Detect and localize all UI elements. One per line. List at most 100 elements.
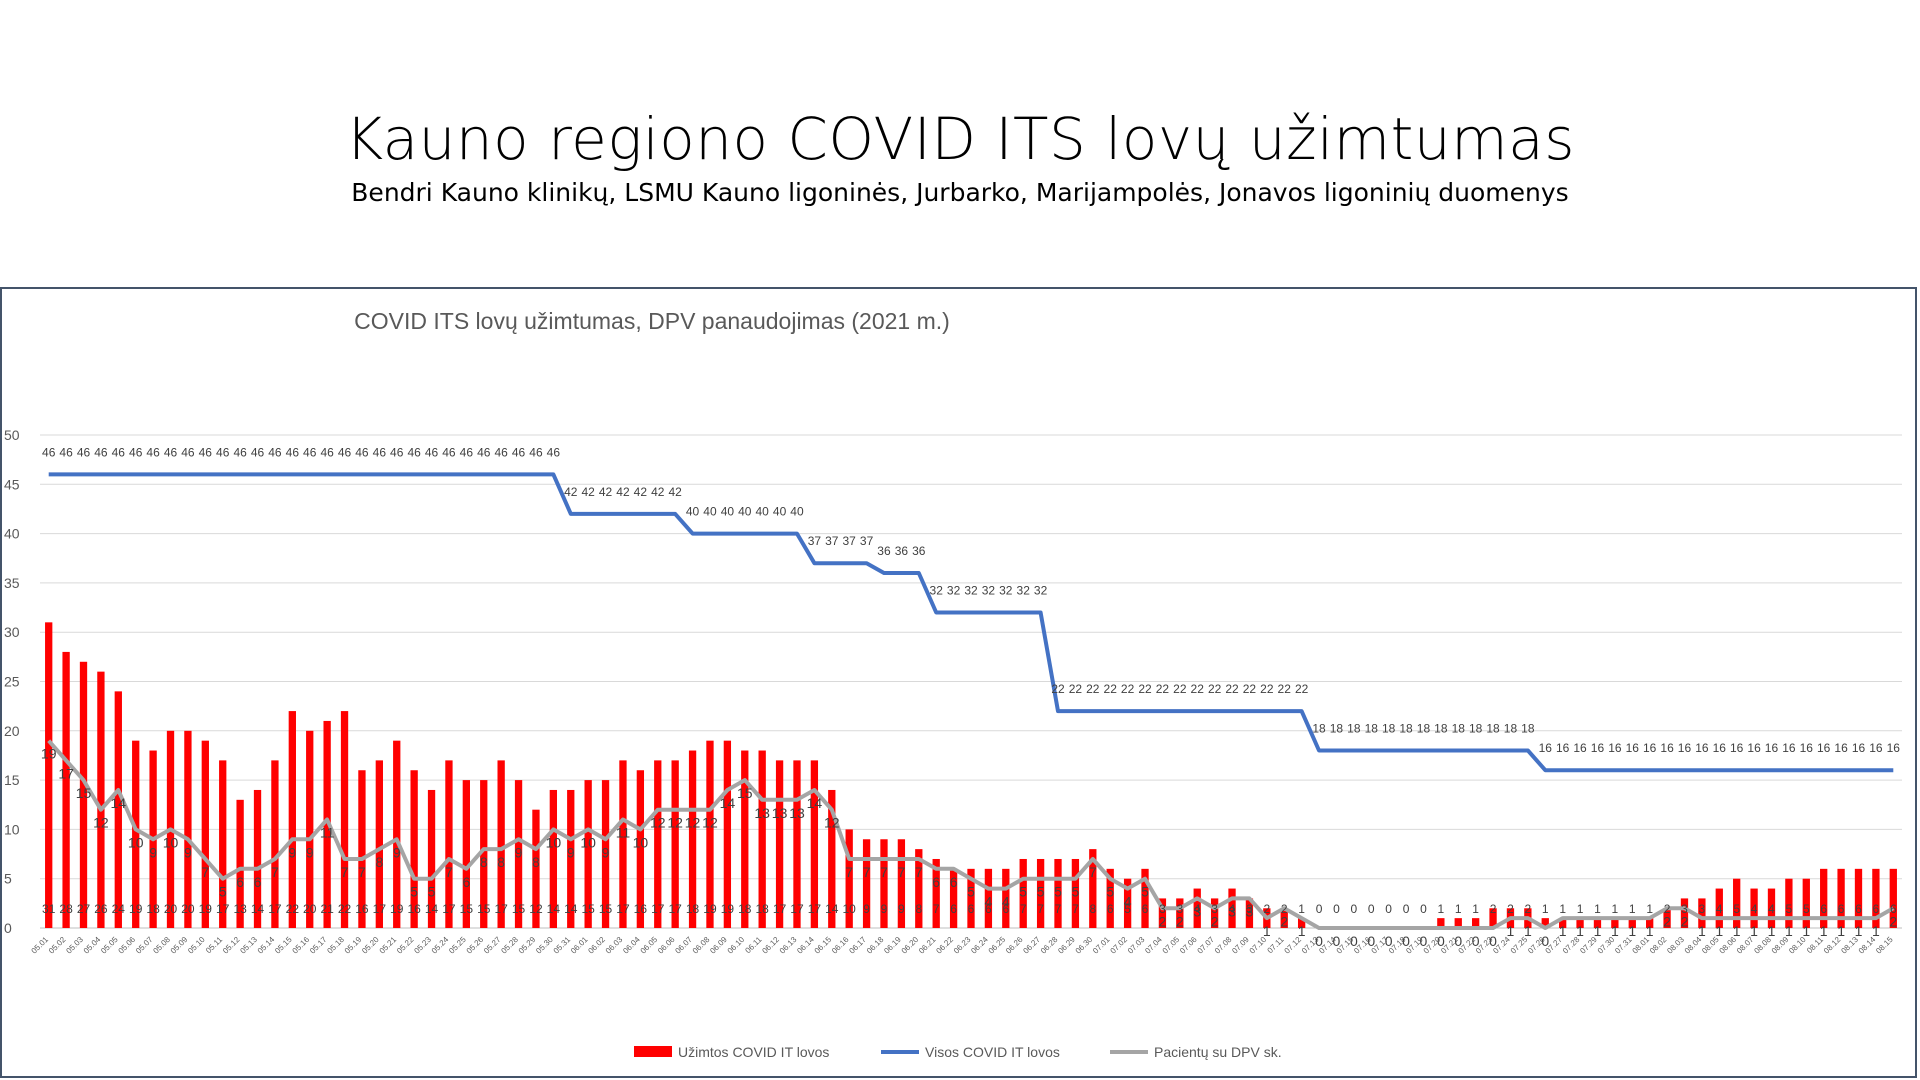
- bar-value-label: 19: [721, 902, 735, 916]
- dpv-value-label: 6: [462, 874, 470, 890]
- x-tick-label: 05.13: [238, 935, 259, 956]
- dpv-value-label: 2: [1211, 913, 1219, 929]
- total-value-label: 22: [1191, 682, 1205, 696]
- total-value-label: 22: [1138, 682, 1152, 696]
- dpv-value-label: 1: [1872, 923, 1880, 939]
- dpv-value-label: 12: [702, 815, 718, 831]
- dpv-value-label: 8: [480, 854, 488, 870]
- bar-value-label: 9: [881, 902, 888, 916]
- x-tick-label: 06.29: [1056, 935, 1077, 956]
- bar-value-label: 28: [59, 902, 73, 916]
- dpv-value-label: 0: [1333, 933, 1341, 949]
- x-tick-label: 06.07: [673, 935, 694, 956]
- x-tick-label: 05.24: [430, 935, 451, 956]
- x-tick-label: 05.16: [291, 935, 312, 956]
- y-tick-label: 40: [4, 526, 20, 542]
- bar: [1106, 868, 1114, 928]
- x-tick-label: 05.29: [517, 935, 538, 956]
- dpv-value-label: 5: [1037, 884, 1045, 900]
- bar: [880, 839, 888, 928]
- bar: [1193, 888, 1201, 928]
- dpv-value-label: 3: [1246, 903, 1254, 919]
- dpv-value-label: 0: [1454, 933, 1462, 949]
- bar: [1680, 898, 1689, 928]
- total-value-label: 16: [1834, 741, 1848, 755]
- dpv-value-label: 1: [1611, 923, 1619, 939]
- x-tick-label: 05.12: [221, 935, 242, 956]
- dpv-value-label: 9: [602, 844, 610, 860]
- bar-value-label: 1: [1629, 902, 1636, 916]
- bar: [1854, 868, 1863, 928]
- bar-value-label: 7: [1020, 902, 1027, 916]
- total-value-label: 37: [860, 534, 874, 548]
- dpv-value-label: 12: [685, 815, 701, 831]
- bar-value-label: 22: [286, 902, 300, 916]
- bar-value-label: 31: [42, 902, 56, 916]
- total-value-label: 18: [1504, 722, 1518, 736]
- bar: [775, 760, 784, 928]
- bar-value-label: 7: [933, 902, 940, 916]
- dpv-value-label: 11: [320, 825, 335, 841]
- bar: [1820, 868, 1828, 928]
- x-tick-label: 07.03: [1126, 935, 1147, 956]
- total-value-label: 16: [1591, 741, 1605, 755]
- total-value-label: 42: [616, 485, 630, 499]
- x-tick-label: 05.01: [30, 935, 51, 956]
- bar-value-label: 6: [1873, 902, 1880, 916]
- x-tick-label: 06.11: [743, 935, 763, 955]
- dpv-value-label: 7: [897, 864, 905, 880]
- total-value-label: 46: [529, 445, 543, 459]
- dpv-value-label: 7: [358, 864, 366, 880]
- dpv-value-label: 13: [754, 805, 770, 821]
- dpv-value-label: 0: [1489, 933, 1497, 949]
- x-tick-label: 06.25: [987, 935, 1008, 956]
- bar: [1019, 858, 1027, 928]
- total-value-label: 32: [930, 583, 944, 597]
- total-value-label: 32: [982, 583, 996, 597]
- x-tick-label: 06.22: [934, 935, 955, 956]
- bar-value-label: 6: [1142, 902, 1149, 916]
- total-value-label: 16: [1800, 741, 1814, 755]
- total-value-label: 42: [564, 485, 578, 499]
- dpv-value-label: 4: [985, 894, 993, 910]
- dpv-value-label: 9: [149, 844, 157, 860]
- bar-value-label: 1: [1298, 902, 1305, 916]
- bar-value-label: 6: [950, 902, 957, 916]
- legend-label: Užimtos COVID IT lovos: [678, 1044, 829, 1060]
- bar: [984, 868, 993, 928]
- bar-value-label: 14: [425, 902, 439, 916]
- bar: [723, 740, 732, 928]
- total-value-label: 40: [738, 505, 752, 519]
- bar-value-label: 3: [1681, 902, 1688, 916]
- x-tick-label: 07.05: [1161, 935, 1182, 956]
- bar: [480, 780, 488, 928]
- dpv-value-label: 1: [1646, 923, 1654, 939]
- bar: [462, 780, 471, 928]
- bar-value-label: 2: [1507, 902, 1514, 916]
- total-value-label: 16: [1869, 741, 1883, 755]
- bar: [1663, 908, 1671, 928]
- bar-value-label: 27: [77, 902, 91, 916]
- x-tick-label: 05.07: [134, 935, 155, 956]
- total-value-label: 46: [547, 445, 561, 459]
- bar: [1767, 888, 1776, 928]
- bar-value-label: 17: [808, 902, 822, 916]
- dpv-value-label: 19: [41, 746, 57, 762]
- dpv-value-label: 1: [1733, 923, 1741, 939]
- data-labels: 31 28 27 26 24 19 18 20 20 19 17 13 14 17 22 20 21 22 16 17…: [41, 445, 1900, 949]
- total-value-label: 18: [1382, 722, 1396, 736]
- bar-value-label: 17: [268, 902, 282, 916]
- dpv-value-label: 13: [789, 805, 805, 821]
- total-value-label: 22: [1278, 682, 1292, 696]
- dpv-value-label: 0: [1472, 933, 1480, 949]
- dpv-value-label: 5: [1019, 884, 1027, 900]
- x-tick-label: 05.23: [412, 935, 433, 956]
- x-tick-label: 06.03: [604, 935, 625, 956]
- bar-value-label: 3: [1159, 902, 1166, 916]
- dpv-value-label: 2: [1663, 913, 1671, 929]
- bar-value-label: 9: [898, 902, 905, 916]
- bar-value-label: 22: [338, 902, 352, 916]
- x-tick-label: 06.30: [1074, 935, 1095, 956]
- total-value-label: 42: [668, 485, 682, 499]
- dpv-value-label: 0: [1315, 933, 1323, 949]
